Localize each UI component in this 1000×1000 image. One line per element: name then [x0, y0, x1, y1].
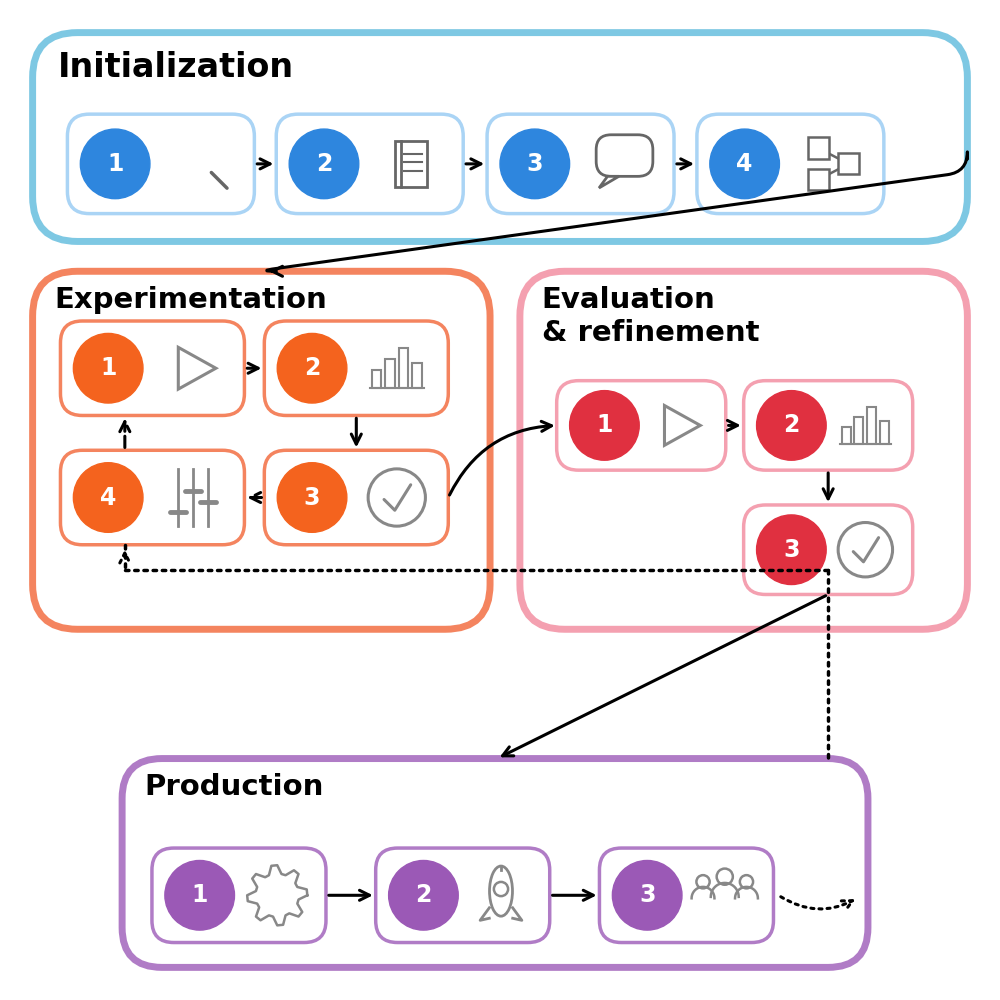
Circle shape: [289, 129, 359, 199]
FancyBboxPatch shape: [520, 271, 967, 629]
Text: 3: 3: [304, 486, 320, 510]
FancyBboxPatch shape: [395, 141, 427, 187]
FancyBboxPatch shape: [60, 450, 244, 545]
Text: 1: 1: [596, 413, 613, 437]
FancyBboxPatch shape: [264, 450, 448, 545]
Text: Initialization: Initialization: [57, 51, 294, 84]
Bar: [854, 417, 863, 444]
Bar: [399, 348, 408, 388]
Circle shape: [500, 129, 570, 199]
FancyBboxPatch shape: [599, 848, 773, 943]
FancyBboxPatch shape: [744, 505, 913, 594]
FancyBboxPatch shape: [60, 321, 244, 415]
Circle shape: [710, 129, 779, 199]
Bar: [880, 421, 889, 444]
Bar: [372, 370, 381, 388]
Text: 3: 3: [783, 538, 800, 562]
FancyBboxPatch shape: [838, 153, 859, 174]
FancyBboxPatch shape: [808, 169, 829, 190]
FancyBboxPatch shape: [376, 848, 550, 943]
Circle shape: [73, 463, 143, 532]
Text: Experimentation: Experimentation: [54, 286, 327, 314]
Text: 2: 2: [783, 413, 800, 437]
Text: 2: 2: [304, 356, 320, 380]
Text: 2: 2: [415, 883, 432, 907]
Circle shape: [277, 333, 347, 403]
FancyBboxPatch shape: [122, 759, 868, 967]
FancyBboxPatch shape: [744, 381, 913, 470]
Text: 1: 1: [107, 152, 123, 176]
Text: 2: 2: [316, 152, 332, 176]
Circle shape: [277, 463, 347, 532]
FancyBboxPatch shape: [276, 114, 463, 214]
Polygon shape: [247, 865, 307, 925]
FancyBboxPatch shape: [557, 381, 726, 470]
FancyBboxPatch shape: [33, 271, 490, 629]
Circle shape: [73, 333, 143, 403]
FancyBboxPatch shape: [67, 114, 254, 214]
Text: 1: 1: [191, 883, 208, 907]
Text: 1: 1: [100, 356, 116, 380]
FancyBboxPatch shape: [808, 137, 829, 159]
Circle shape: [757, 391, 826, 460]
FancyBboxPatch shape: [264, 321, 448, 415]
Circle shape: [757, 515, 826, 585]
Text: Production: Production: [144, 773, 323, 801]
Circle shape: [570, 391, 639, 460]
Text: 4: 4: [100, 486, 116, 510]
Circle shape: [165, 860, 234, 930]
Bar: [385, 359, 395, 388]
Circle shape: [80, 129, 150, 199]
Bar: [412, 363, 422, 388]
FancyBboxPatch shape: [697, 114, 884, 214]
Polygon shape: [599, 176, 619, 188]
Circle shape: [612, 860, 682, 930]
FancyBboxPatch shape: [487, 114, 674, 214]
FancyBboxPatch shape: [596, 135, 653, 176]
Text: 3: 3: [527, 152, 543, 176]
Circle shape: [389, 860, 458, 930]
Bar: [867, 407, 876, 444]
Circle shape: [266, 884, 289, 907]
Bar: [842, 427, 851, 444]
Text: Evaluation
& refinement: Evaluation & refinement: [542, 286, 759, 347]
Text: 3: 3: [639, 883, 655, 907]
Text: 4: 4: [736, 152, 753, 176]
FancyBboxPatch shape: [152, 848, 326, 943]
FancyBboxPatch shape: [33, 33, 967, 241]
